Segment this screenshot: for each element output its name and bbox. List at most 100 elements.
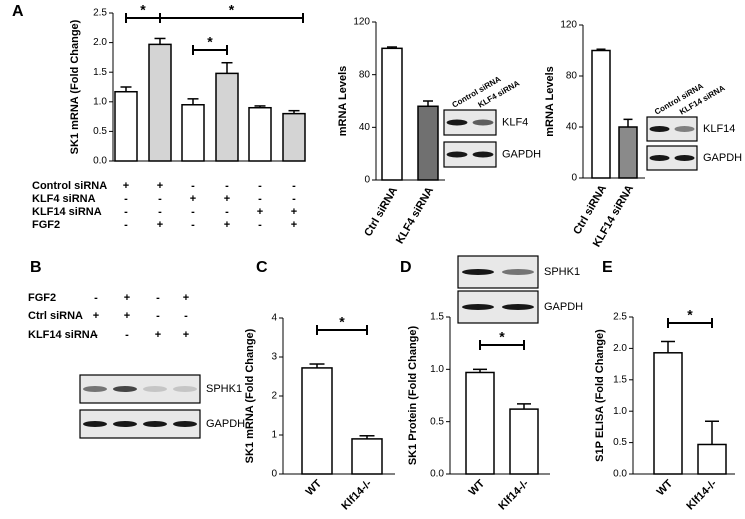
- condition-mark: +: [124, 292, 130, 304]
- bar: [509, 408, 539, 475]
- condition-mark: -: [191, 180, 195, 192]
- blot-band: [143, 386, 167, 392]
- bar: [282, 112, 306, 162]
- bar: [653, 352, 683, 475]
- condition-mark: -: [124, 193, 128, 205]
- x-tick-label: Klf14-/-: [684, 477, 719, 512]
- condition-mark: -: [191, 206, 195, 218]
- y-tick-label: 0: [364, 175, 370, 186]
- panel-letter: A: [12, 3, 24, 20]
- condition-label: KLF14 siRNA: [32, 206, 102, 218]
- y-tick-label: 1: [271, 430, 277, 441]
- condition-mark: +: [224, 219, 230, 231]
- blot-band: [674, 126, 695, 132]
- y-axis-label: SK1 mRNA (Fold Change): [69, 19, 81, 154]
- blot-band: [649, 155, 670, 161]
- y-tick-label: 80: [566, 71, 578, 82]
- condition-mark: +: [93, 310, 99, 322]
- y-tick-label: 1.5: [430, 312, 444, 323]
- condition-mark: +: [157, 219, 163, 231]
- y-axis-label: SK1 mRNA (Fold Change): [244, 328, 256, 463]
- y-tick-label: 2: [271, 391, 277, 402]
- blot-band: [446, 119, 468, 126]
- condition-mark: -: [156, 292, 160, 304]
- condition-mark: -: [258, 193, 262, 205]
- blot-band: [502, 304, 534, 310]
- y-tick-label: 120: [353, 17, 370, 28]
- blot-band: [173, 421, 197, 427]
- blot-band: [446, 151, 468, 158]
- y-tick-label: 0.5: [93, 126, 107, 137]
- blot-band: [472, 119, 494, 126]
- y-tick-label: 0: [571, 173, 577, 184]
- y-tick-label: 40: [566, 122, 578, 133]
- y-tick-label: 1.5: [613, 374, 627, 385]
- condition-mark: +: [155, 329, 161, 341]
- condition-mark: -: [125, 329, 129, 341]
- condition-label: FGF2: [28, 292, 56, 304]
- condition-mark: -: [184, 310, 188, 322]
- condition-mark: -: [225, 206, 229, 218]
- significance-label: *: [207, 34, 213, 50]
- y-tick-label: 0.5: [430, 416, 444, 427]
- blot-band: [143, 421, 167, 427]
- y-axis-label: SK1 Protein (Fold Change): [407, 325, 419, 465]
- condition-mark: +: [123, 180, 129, 192]
- blot-band-label: SPHK1: [206, 383, 242, 395]
- y-axis-label: mRNA Levels: [544, 66, 556, 137]
- x-tick-label: KLF4 siRNA: [394, 185, 436, 246]
- panel-letter: C: [256, 259, 268, 276]
- condition-label: FGF2: [32, 219, 60, 231]
- blot-band: [462, 304, 494, 310]
- panel-letter: D: [400, 259, 412, 276]
- condition-mark: -: [292, 193, 296, 205]
- blot-band: [173, 386, 197, 392]
- condition-mark: +: [224, 193, 230, 205]
- y-tick-label: 2.0: [613, 343, 627, 354]
- condition-mark: -: [156, 310, 160, 322]
- blot-band-label: KLF4: [502, 116, 528, 128]
- significance-label: *: [687, 307, 693, 323]
- blot-band: [462, 269, 494, 275]
- blot-band-label: GAPDH: [502, 148, 541, 160]
- condition-mark: -: [225, 180, 229, 192]
- blot-band: [113, 386, 137, 392]
- bar: [618, 126, 638, 179]
- bar: [181, 104, 205, 162]
- y-tick-label: 1.5: [93, 67, 107, 78]
- condition-label: KLF4 siRNA: [32, 193, 96, 205]
- blot-band-label: KLF14: [703, 123, 735, 135]
- x-tick-label: WT: [304, 477, 325, 498]
- x-tick-label: WT: [655, 477, 676, 498]
- y-tick-label: 1.0: [613, 406, 627, 417]
- x-tick-label: Ctrl siRNA: [362, 185, 400, 239]
- panel-letter: B: [30, 259, 42, 276]
- y-tick-label: 0.0: [613, 469, 627, 480]
- y-tick-label: 1.0: [93, 96, 107, 107]
- bar: [114, 90, 138, 162]
- y-tick-label: 1.0: [430, 364, 444, 375]
- y-tick-label: 80: [359, 69, 371, 80]
- bar: [351, 438, 383, 475]
- significance-label: *: [339, 314, 345, 330]
- bar: [215, 72, 239, 162]
- condition-mark: -: [292, 180, 296, 192]
- panel-letter: E: [602, 259, 613, 276]
- y-tick-label: 2.5: [93, 8, 107, 19]
- blot-band-label: GAPDH: [703, 152, 742, 164]
- bar: [417, 105, 439, 181]
- condition-mark: +: [183, 329, 189, 341]
- condition-mark: -: [124, 219, 128, 231]
- condition-mark: -: [94, 329, 98, 341]
- blot-band: [674, 155, 695, 161]
- bar: [697, 443, 727, 475]
- blot-band: [649, 126, 670, 132]
- condition-label: Control siRNA: [32, 180, 107, 192]
- y-tick-label: 4: [271, 313, 277, 324]
- bar: [301, 367, 333, 475]
- y-axis-label: S1P ELISA (Fold Change): [594, 329, 606, 462]
- y-tick-label: 0.0: [430, 469, 444, 480]
- blot-band-label: GAPDH: [544, 301, 583, 313]
- condition-mark: +: [124, 310, 130, 322]
- condition-label: Ctrl siRNA: [28, 310, 83, 322]
